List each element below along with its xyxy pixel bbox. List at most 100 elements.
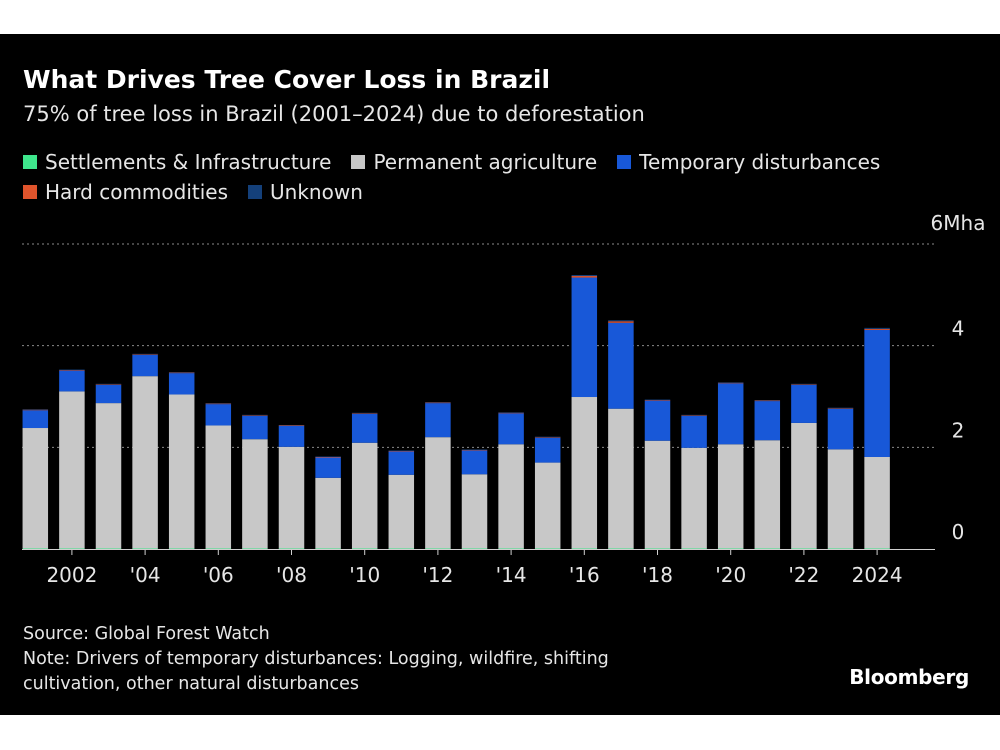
- bar-segment: [278, 446, 305, 549]
- bar-segment: [644, 400, 671, 401]
- chart-title: What Drives Tree Cover Loss in Brazil: [23, 65, 551, 94]
- bar-segment: [22, 548, 49, 549]
- bar-segment: [205, 403, 232, 405]
- bar-segment: [864, 329, 890, 457]
- bar-segment: [351, 548, 378, 549]
- bar-segment: [95, 384, 122, 385]
- x-tick-label: '18: [642, 563, 673, 587]
- bar-segment: [717, 383, 744, 445]
- source-text: Source: Global Forest Watch: [23, 624, 270, 644]
- bar-segment: [388, 450, 415, 451]
- x-tick-label: '04: [130, 563, 161, 587]
- chart-legend: Settlements & Infrastructure Permanent a…: [23, 147, 983, 207]
- bar-segment: [754, 440, 781, 549]
- bar-segment: [827, 407, 854, 409]
- y-tick-label: 2: [952, 418, 965, 442]
- legend-label-hard-commodities: Hard commodities: [45, 180, 229, 204]
- bar-segment: [791, 422, 817, 549]
- bar-segment: [534, 437, 561, 438]
- bar-segment: [315, 457, 341, 478]
- legend-item-unknown: Unknown: [248, 180, 363, 204]
- bar-segment: [827, 408, 854, 409]
- bar-segment: [425, 402, 451, 403]
- legend-row-1: Settlements & Infrastructure Permanent a…: [23, 147, 983, 177]
- bar-segment: [864, 456, 890, 549]
- bar-segment: [388, 474, 415, 549]
- bar-segment: [59, 391, 85, 549]
- legend-row-2: Hard commodities Unknown: [23, 177, 983, 207]
- bar-segment: [22, 428, 49, 549]
- y-tick-label: 6Mha: [931, 211, 986, 235]
- bar-segment: [95, 403, 122, 549]
- x-tick-label: '10: [349, 563, 380, 587]
- bar-segment: [59, 369, 85, 371]
- x-tick-label: 2024: [852, 563, 903, 587]
- bar-segment: [388, 451, 415, 475]
- bar-segment: [498, 548, 524, 549]
- bar-segment: [827, 408, 854, 450]
- bar-segment: [95, 548, 122, 549]
- bar-chart: 0 2 4 6Mha 2002 '04 '06 '08 '10 '12 '14 '16 '18 '20 '2…: [22, 211, 986, 587]
- y-tick-label: 4: [952, 317, 965, 341]
- x-tick-label: '12: [422, 563, 453, 587]
- bar-segment: [644, 548, 671, 549]
- legend-label-settlements: Settlements & Infrastructure: [45, 150, 332, 174]
- x-tick-label: '06: [203, 563, 234, 587]
- bar-segment: [681, 414, 707, 416]
- bar-segment: [571, 275, 598, 277]
- bar-segment: [608, 321, 634, 323]
- chart-footer: Source: Global Forest Watch Note: Driver…: [23, 622, 609, 697]
- bar-segment: [425, 403, 451, 438]
- bar-segment: [205, 425, 232, 549]
- bar-segment: [205, 548, 232, 549]
- bar-segment: [717, 444, 744, 549]
- chart-subtitle: 75% of tree loss in Brazil (2001–2024) d…: [23, 102, 645, 126]
- legend-label-permanent-agriculture: Permanent agriculture: [373, 150, 598, 174]
- bar-segment: [827, 548, 854, 549]
- bar-segment: [571, 276, 598, 278]
- bar-segment: [132, 353, 158, 355]
- bar-segment: [608, 548, 634, 549]
- bar-segment: [644, 399, 671, 401]
- x-tick-label: '16: [569, 563, 600, 587]
- bar-segment: [717, 382, 744, 384]
- legend-swatch-settlements: [23, 155, 37, 169]
- bar-segment: [59, 370, 85, 392]
- bar-segment: [791, 384, 817, 423]
- bar-segment: [425, 402, 451, 404]
- bar-segment: [864, 328, 890, 330]
- bar-segment: [608, 320, 634, 322]
- x-tick-label: '14: [496, 563, 527, 587]
- legend-item-permanent-agriculture: Permanent agriculture: [351, 150, 597, 174]
- bar-segment: [864, 327, 890, 329]
- legend-label-temporary-disturbances: Temporary disturbances: [639, 150, 881, 174]
- bar-segment: [754, 400, 781, 401]
- x-tick-label: '08: [276, 563, 307, 587]
- bar-segment: [717, 382, 744, 383]
- bar-segment: [132, 548, 158, 549]
- bar-segment: [278, 424, 305, 426]
- bar-segment: [278, 425, 305, 426]
- bar-segment: [681, 415, 707, 416]
- legend-item-settlements: Settlements & Infrastructure: [23, 150, 331, 174]
- bar-segment: [425, 548, 451, 549]
- legend-swatch-unknown: [248, 185, 263, 199]
- legend-swatch-temporary-disturbances: [617, 155, 632, 169]
- bar-segment: [168, 394, 195, 549]
- bar-segment: [278, 548, 305, 549]
- bar-segment: [827, 449, 854, 549]
- bar-segment: [242, 548, 268, 549]
- bar-segment: [791, 383, 817, 385]
- bar-segment: [534, 437, 561, 463]
- bar-segment: [388, 548, 415, 549]
- bar-segment: [351, 413, 378, 414]
- bar-segment: [425, 437, 451, 549]
- x-tick-label: '20: [715, 563, 746, 587]
- legend-swatch-hard-commodities: [23, 185, 37, 199]
- bar-segment: [95, 384, 122, 404]
- bar-segment: [498, 444, 524, 549]
- bar-segment: [315, 456, 341, 458]
- bar-segment: [681, 447, 707, 549]
- bar-segment: [205, 404, 232, 426]
- bar-segment: [644, 400, 671, 441]
